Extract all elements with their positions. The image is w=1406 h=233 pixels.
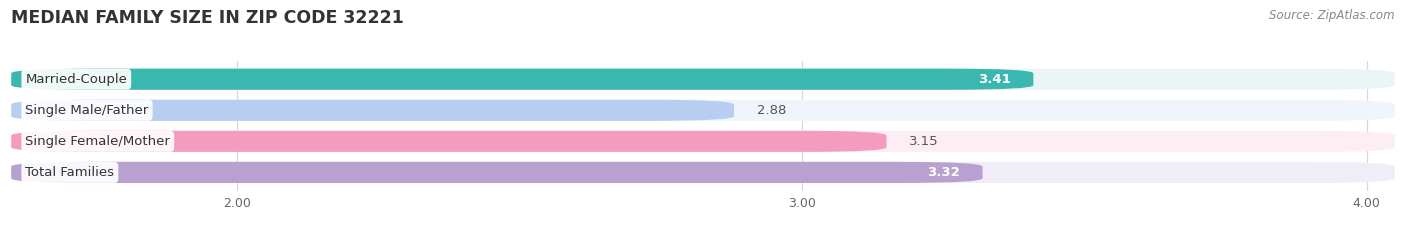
FancyBboxPatch shape (11, 100, 1395, 121)
Text: Single Male/Father: Single Male/Father (25, 104, 149, 117)
Text: Single Female/Mother: Single Female/Mother (25, 135, 170, 148)
FancyBboxPatch shape (11, 162, 1395, 183)
Text: 3.15: 3.15 (910, 135, 939, 148)
FancyBboxPatch shape (11, 131, 1395, 152)
Text: Total Families: Total Families (25, 166, 114, 179)
FancyBboxPatch shape (11, 162, 983, 183)
FancyBboxPatch shape (11, 100, 734, 121)
FancyBboxPatch shape (11, 69, 1395, 90)
Text: 3.32: 3.32 (927, 166, 960, 179)
Text: 3.41: 3.41 (979, 73, 1011, 86)
Text: Source: ZipAtlas.com: Source: ZipAtlas.com (1270, 9, 1395, 22)
Text: Married-Couple: Married-Couple (25, 73, 127, 86)
Text: 2.88: 2.88 (756, 104, 786, 117)
FancyBboxPatch shape (11, 131, 887, 152)
Text: MEDIAN FAMILY SIZE IN ZIP CODE 32221: MEDIAN FAMILY SIZE IN ZIP CODE 32221 (11, 9, 404, 27)
FancyBboxPatch shape (11, 69, 1033, 90)
